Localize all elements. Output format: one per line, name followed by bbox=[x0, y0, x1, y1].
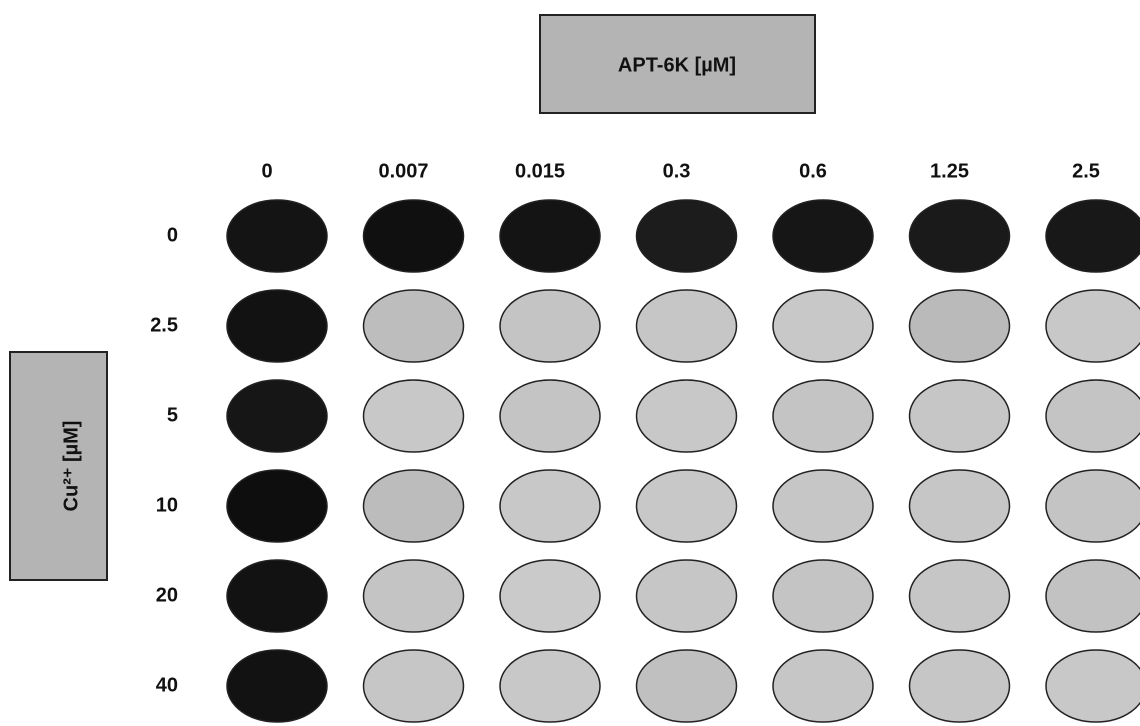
well bbox=[773, 560, 873, 632]
row-header-box bbox=[10, 352, 107, 580]
well bbox=[1046, 560, 1140, 632]
column-label: 0 bbox=[261, 160, 272, 182]
well bbox=[364, 200, 464, 272]
row-label: 5 bbox=[167, 404, 178, 426]
well bbox=[500, 200, 600, 272]
column-label: 1.25 bbox=[930, 160, 969, 182]
well bbox=[910, 470, 1010, 542]
column-label: 2.5 bbox=[1072, 160, 1100, 182]
well bbox=[773, 380, 873, 452]
well bbox=[637, 560, 737, 632]
well bbox=[227, 470, 327, 542]
row-label: 2.5 bbox=[150, 314, 178, 336]
well bbox=[637, 290, 737, 362]
well bbox=[637, 650, 737, 722]
well bbox=[500, 470, 600, 542]
row-label: 10 bbox=[156, 494, 178, 516]
well bbox=[910, 380, 1010, 452]
dot-blot-figure: APT-6K [µM] Cu²⁺ [µM] 0 0.007 0.015 0.3 0.6 1… bbox=[0, 0, 1140, 726]
well bbox=[1046, 470, 1140, 542]
well bbox=[1046, 200, 1140, 272]
well bbox=[500, 380, 600, 452]
row-label: 40 bbox=[156, 674, 178, 696]
column-label: 0.3 bbox=[663, 160, 691, 182]
well bbox=[500, 290, 600, 362]
well bbox=[227, 650, 327, 722]
well bbox=[364, 380, 464, 452]
well bbox=[910, 650, 1010, 722]
well bbox=[227, 380, 327, 452]
well bbox=[910, 560, 1010, 632]
well bbox=[227, 560, 327, 632]
well bbox=[773, 650, 873, 722]
well bbox=[637, 380, 737, 452]
well bbox=[1046, 650, 1140, 722]
well bbox=[227, 200, 327, 272]
row-header: Cu²⁺ [µM] bbox=[60, 421, 82, 512]
well bbox=[637, 470, 737, 542]
well bbox=[227, 290, 327, 362]
well bbox=[364, 650, 464, 722]
well bbox=[637, 200, 737, 272]
well bbox=[364, 470, 464, 542]
column-header: APT-6K [µM] bbox=[618, 54, 736, 76]
column-label: 0.6 bbox=[799, 160, 827, 182]
well bbox=[773, 290, 873, 362]
well bbox=[773, 470, 873, 542]
well bbox=[1046, 290, 1140, 362]
column-label: 0.015 bbox=[515, 160, 565, 182]
well bbox=[364, 290, 464, 362]
well bbox=[773, 200, 873, 272]
column-label: 0.007 bbox=[378, 160, 428, 182]
well bbox=[500, 560, 600, 632]
well bbox=[1046, 380, 1140, 452]
row-label: 0 bbox=[167, 224, 178, 246]
well bbox=[910, 290, 1010, 362]
well bbox=[910, 200, 1010, 272]
well bbox=[500, 650, 600, 722]
row-label: 20 bbox=[156, 584, 178, 606]
well bbox=[364, 560, 464, 632]
